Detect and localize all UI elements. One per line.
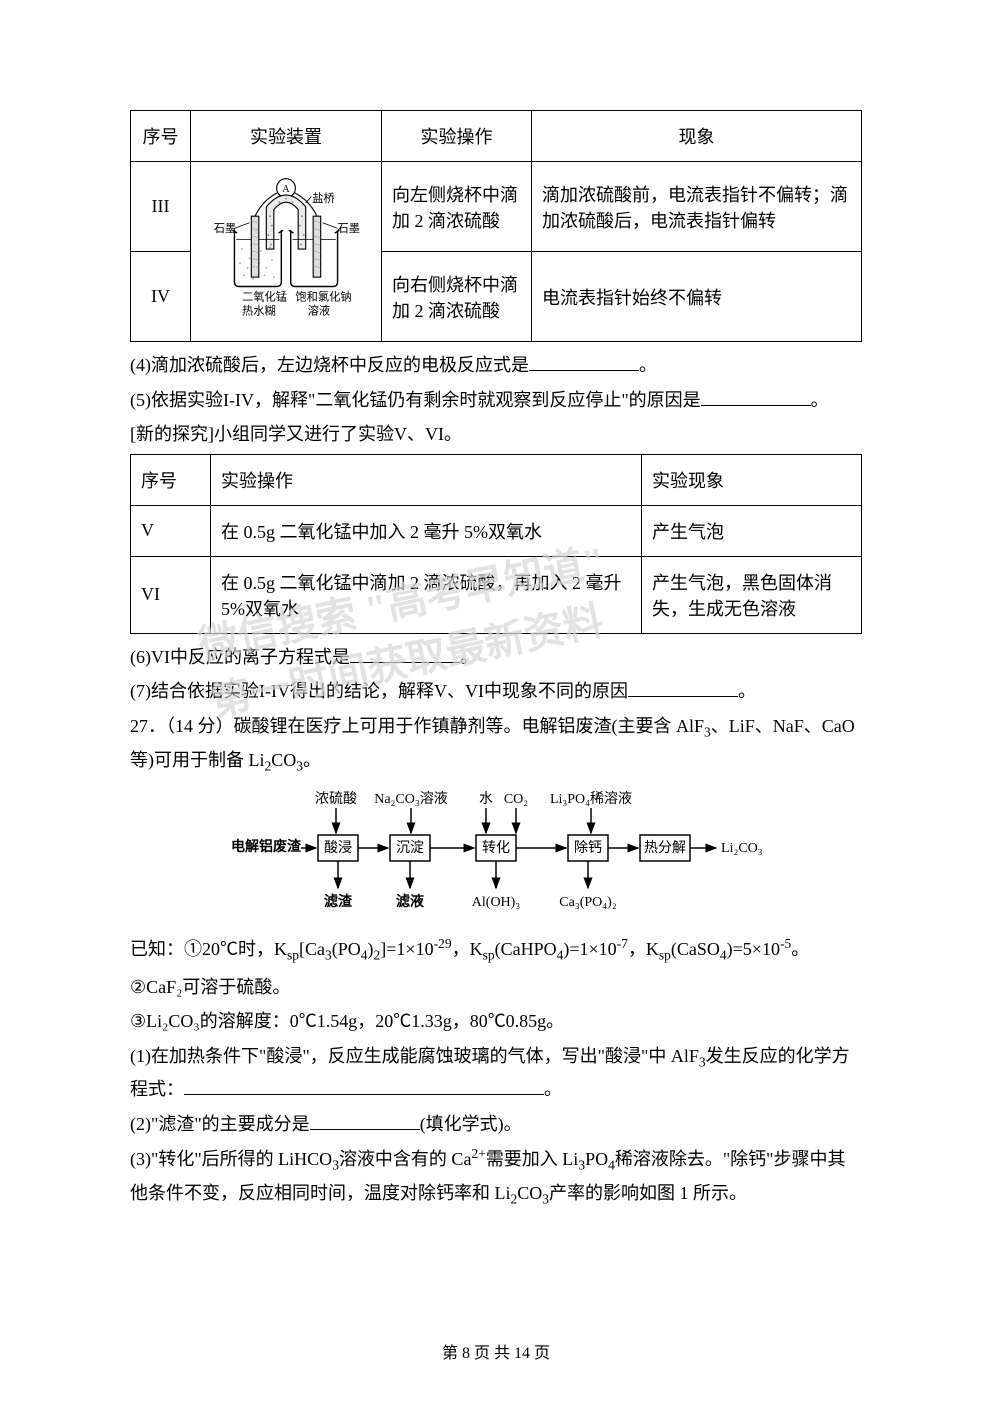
- phenom-4: 电流表指针始终不偏转: [532, 252, 862, 342]
- k1b: [Ca: [299, 939, 325, 959]
- table2-header-row: 序号 实验操作 实验现象: [131, 454, 862, 505]
- flow-box-3: 转化: [482, 840, 510, 856]
- th-seq: 序号: [131, 111, 191, 162]
- flow-top-4: CO₂: [504, 792, 528, 807]
- q7-text: (7)结合依据实验I-IV得出的结论，解释V、VI中现象不同的原因: [130, 681, 628, 701]
- known-line-2: ②CaF₂可溶于硫酸。: [130, 972, 862, 1003]
- k1l: 。: [791, 939, 809, 959]
- flow-top-1: 浓硫酸: [315, 791, 357, 807]
- k1e: ]=1×10: [380, 939, 433, 959]
- flow-box-4: 除钙: [574, 840, 602, 856]
- op-6: 在 0.5g 二氧化锰中滴加 2 滴浓硫酸，再加入 2 毫升 5%双氧水: [211, 556, 642, 633]
- sq3b: 溶液中含有的 Ca: [339, 1149, 472, 1169]
- flow-input-left: 电解铝废渣: [231, 838, 302, 855]
- sq3g: 产率的影响如图 1 所示。: [549, 1183, 747, 1203]
- k1i: ，K: [628, 939, 659, 959]
- known-line-1: 已知：①20℃时，Ksp[Ca3(PO4)2]=1×10-29，Ksp(CaHP…: [130, 933, 862, 968]
- table1-row-3: III A 盐桥: [131, 162, 862, 252]
- sq2a: (2)"滤渣"的主要成分是: [130, 1114, 310, 1134]
- phenom-3: 滴加浓硫酸前，电流表指针不偏转；滴加浓硫酸后，电流表指针偏转: [532, 162, 862, 252]
- known-line-3: ③Li₂CO₃的溶解度：0℃1.54g，20℃1.33g，80℃0.85g。: [130, 1006, 862, 1037]
- sq3c: 需要加入 Li: [486, 1149, 579, 1169]
- question-5: (5)依据实验I-IV，解释"二氧化锰仍有剩余时就观察到反应停止"的原因是 。: [130, 385, 862, 416]
- seq-6: VI: [131, 556, 211, 633]
- sq2b: (填化学式)。: [420, 1114, 522, 1134]
- k1c: (PO: [332, 939, 361, 959]
- seq-5: V: [131, 505, 211, 556]
- flow-box-5: 热分解: [644, 840, 686, 856]
- new-explore-intro: [新的探究]小组同学又进行了实验V、VI。: [130, 419, 862, 450]
- table1-header-row: 序号 实验装置 实验操作 现象: [131, 111, 862, 162]
- phenom-5: 产生气泡: [642, 505, 862, 556]
- flowchart-svg: 浓硫酸 Na₂CO₃溶液 水 CO₂ Li₃PO₄稀溶液 电解铝废渣 酸浸 沉淀…: [226, 788, 766, 918]
- question-4: (4)滴加浓硫酸后，左边烧杯中反应的电极反应式是 。: [130, 350, 862, 381]
- op-5: 在 0.5g 二氧化锰中加入 2 毫升 5%双氧水: [211, 505, 642, 556]
- k1a: 已知：①20℃时，K: [130, 939, 287, 959]
- sub-q-2: (2)"滤渣"的主要成分是 (填化学式)。: [130, 1109, 862, 1140]
- op-3: 向左侧烧杯中滴加 2 滴浓硫酸: [382, 162, 532, 252]
- table2-row-5: V 在 0.5g 二氧化锰中加入 2 毫升 5%双氧水 产生气泡: [131, 505, 862, 556]
- q4-end: 。: [639, 355, 657, 375]
- k1j: (CaSO: [671, 939, 720, 959]
- flow-bottom-4: Ca₃(PO₄)₂: [559, 895, 617, 910]
- sq1end: 。: [544, 1079, 562, 1099]
- q7-end: 。: [738, 681, 756, 701]
- op-4: 向右侧烧杯中滴加 2 滴浓硫酸: [382, 252, 532, 342]
- flow-box-2: 沉淀: [396, 840, 424, 856]
- bottom-right-label-2: 溶液: [308, 304, 331, 318]
- experiment-table-2: 序号 实验操作 实验现象 V 在 0.5g 二氧化锰中加入 2 毫升 5%双氧水…: [130, 454, 862, 634]
- th2-op: 实验操作: [211, 454, 642, 505]
- th-op: 实验操作: [382, 111, 532, 162]
- page-footer: 第 8 页 共 14 页: [0, 1339, 992, 1363]
- k1f: ，K: [452, 939, 483, 959]
- device-diagram-cell: A 盐桥: [191, 162, 382, 342]
- question-27-intro: 27．（14 分）碳酸锂在医疗上可用于作镇静剂等。电解铝废渣(主要含 AlF3、…: [130, 711, 862, 778]
- q5-end: 。: [811, 390, 829, 410]
- th-device: 实验装置: [191, 111, 382, 162]
- bottom-left-label-2: 热水糊: [242, 304, 276, 318]
- bridge-label: 盐桥: [312, 192, 335, 205]
- flow-bottom-3: Al(OH)₃: [472, 895, 521, 910]
- meter-label: A: [282, 184, 290, 195]
- flow-top-3: 水: [479, 791, 493, 807]
- sq3a: (3)"转化"后所得的 LiHCO: [130, 1149, 332, 1169]
- table2-row-6: VI 在 0.5g 二氧化锰中滴加 2 滴浓硫酸，再加入 2 毫升 5%双氧水 …: [131, 556, 862, 633]
- flowchart-container: 浓硫酸 Na₂CO₃溶液 水 CO₂ Li₃PO₄稀溶液 电解铝废渣 酸浸 沉淀…: [226, 788, 766, 923]
- seq-3: III: [131, 162, 191, 252]
- sq1a: (1)在加热条件下"酸浸"，反应生成能腐蚀玻璃的气体，写出"酸浸"中 AlF: [130, 1046, 699, 1066]
- bottom-right-label-1: 饱和氯化钠: [295, 290, 351, 304]
- th2-seq: 序号: [131, 454, 211, 505]
- q6-end: 。: [460, 647, 478, 667]
- flow-top-2: Na₂CO₃溶液: [374, 791, 448, 807]
- q4-text: (4)滴加浓硫酸后，左边烧杯中反应的电极反应式是: [130, 355, 529, 375]
- k1h: )=1×10: [563, 939, 616, 959]
- device-diagram: A 盐桥: [201, 174, 371, 324]
- sub-q-3: (3)"转化"后所得的 LiHCO3溶液中含有的 Ca2+需要加入 Li3PO4…: [130, 1143, 862, 1211]
- flow-box-1: 酸浸: [324, 840, 352, 856]
- question-7: (7)结合依据实验I-IV得出的结论，解释V、VI中现象不同的原因 。: [130, 676, 862, 707]
- seq-4: IV: [131, 252, 191, 342]
- sq3f: CO: [517, 1183, 542, 1203]
- flow-top-5: Li₃PO₄稀溶液: [550, 791, 632, 807]
- flow-output-right: Li₂CO₃: [721, 841, 763, 856]
- th-phenom: 现象: [532, 111, 862, 162]
- q5-text: (5)依据实验I-IV，解释"二氧化锰仍有剩余时就观察到反应停止"的原因是: [130, 390, 701, 410]
- experiment-table-1: 序号 实验装置 实验操作 现象 III A 盐桥: [130, 110, 862, 342]
- graphite-right-label: 石墨: [338, 222, 361, 235]
- q27-d: 。: [303, 750, 321, 770]
- q27-a: 27．（14 分）碳酸锂在医疗上可用于作镇静剂等。电解铝废渣(主要含 AlF: [130, 716, 704, 736]
- k1k: )=5×10: [727, 939, 780, 959]
- th2-phenom: 实验现象: [642, 454, 862, 505]
- q6-text: (6)VI中反应的离子方程式是: [130, 647, 350, 667]
- bottom-left-label-1: 二氧化锰: [242, 290, 287, 304]
- question-6: (6)VI中反应的离子方程式是 。: [130, 642, 862, 673]
- graphite-left-label: 石墨: [214, 222, 237, 235]
- k1g: (CaHPO: [495, 939, 557, 959]
- q27-c: CO: [271, 750, 296, 770]
- sub-q-1: (1)在加热条件下"酸浸"，反应生成能腐蚀玻璃的气体，写出"酸浸"中 AlF3发…: [130, 1041, 862, 1105]
- sq3d: PO: [585, 1149, 608, 1169]
- phenom-6: 产生气泡，黑色固体消失，生成无色溶液: [642, 556, 862, 633]
- flow-bottom-2: 滤液: [396, 893, 425, 910]
- flow-bottom-1: 滤渣: [324, 893, 353, 910]
